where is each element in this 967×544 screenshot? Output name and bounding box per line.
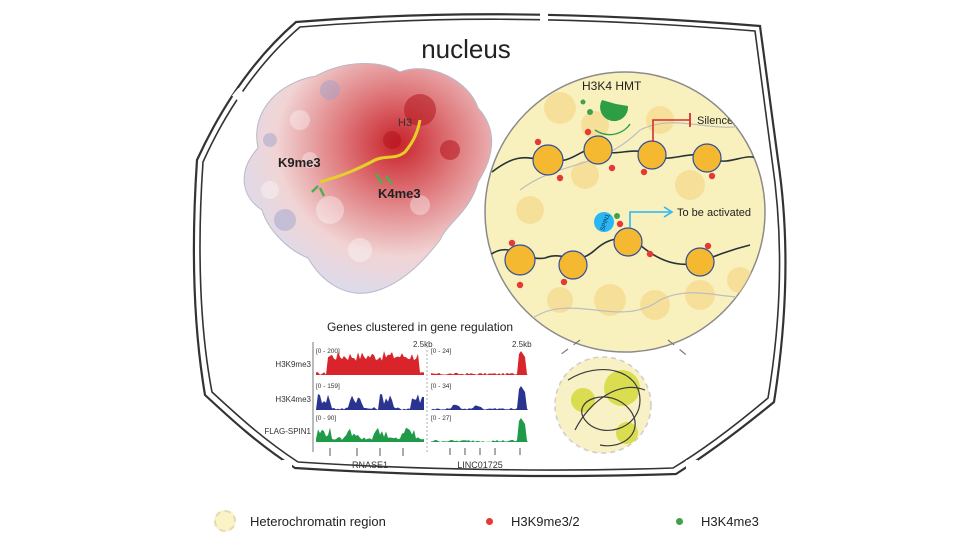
scale-right: 2.5kb <box>512 340 532 349</box>
track-range-right: [0 - 27] <box>431 415 451 422</box>
heterochromatin-zoom: H3K4 HMT Silenced SPIN1 To be activated <box>484 71 766 353</box>
track-range-right: [0 - 24] <box>431 348 451 355</box>
legend-heterochromatin-label: Heterochromatin region <box>250 513 386 529</box>
gene-model-right <box>449 448 521 455</box>
track-range-left: [0 - 159] <box>316 383 340 390</box>
protein-structure: H3 K9me3 K4me3 <box>243 63 493 294</box>
track-label: H3K9me3 <box>275 360 311 369</box>
k9me3-label: K9me3 <box>278 155 321 170</box>
track-signal-right <box>431 418 528 442</box>
nucleus-title: nucleus <box>421 34 511 64</box>
k4me3-label: K4me3 <box>378 186 421 201</box>
heterochromatin-region <box>554 356 652 454</box>
track-range-left: [0 - 200] <box>316 348 340 355</box>
heterochromatin-swatch <box>214 510 236 532</box>
track-signal-left <box>316 394 424 410</box>
silenced-label: Silenced <box>697 115 739 127</box>
legend-h3k4me3: H3K4me3 <box>676 506 759 536</box>
red-dot-icon <box>486 517 493 525</box>
activated-label: To be activated <box>677 207 751 219</box>
track-signal-right <box>431 386 528 410</box>
gene-left-label: RNASE1 <box>352 460 388 470</box>
legend-h3k4me3-label: H3K4me3 <box>701 513 759 529</box>
track-label: H3K4me3 <box>275 395 311 404</box>
legend-h3k9me3: H3K9me3/2 <box>486 506 580 536</box>
gene-right-label: LINC01725 <box>457 460 503 470</box>
genome-tracks: Genes clustered in gene regulation 2.5kb… <box>264 320 532 470</box>
legend-h3k9me3-label: H3K9me3/2 <box>511 513 580 529</box>
track-label: FLAG-SPIN1 <box>264 427 311 436</box>
zoom-guides <box>555 339 691 359</box>
tracks-title: Genes clustered in gene regulation <box>327 320 513 334</box>
h3-label: H3 <box>398 117 412 129</box>
nuclear-envelope <box>192 8 787 478</box>
green-dot-icon <box>676 517 683 525</box>
legend-heterochromatin: Heterochromatin region <box>214 506 386 536</box>
track-signal-left <box>316 427 424 442</box>
gene-model-left <box>329 448 404 456</box>
track-signal-left <box>316 351 424 375</box>
track-signal-right <box>431 351 528 375</box>
spin1-label: SPIN1 <box>600 213 612 232</box>
scale-left: 2.5kb <box>413 340 433 349</box>
track-range-left: [0 - 90] <box>316 415 336 422</box>
track-range-right: [0 - 34] <box>431 383 451 390</box>
hmt-label: H3K4 HMT <box>582 79 642 93</box>
